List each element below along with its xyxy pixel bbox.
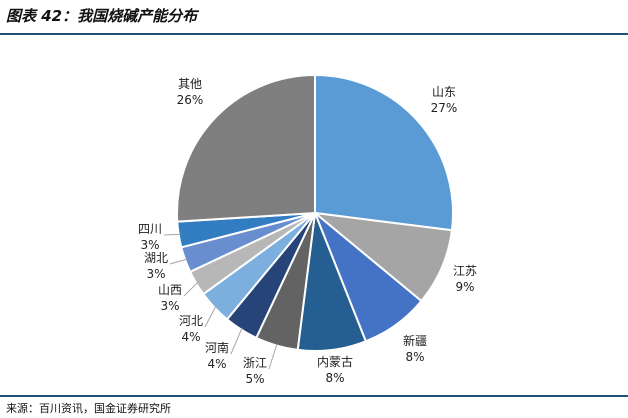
slice-label-category: 河南 [205, 340, 229, 355]
slice-label-category: 内蒙古 [317, 354, 353, 369]
pie-slices [175, 73, 454, 352]
slice-label-category: 湖北 [144, 250, 168, 265]
slice-label-category: 山西 [158, 283, 182, 297]
slice-label-category: 其他 [178, 77, 202, 91]
slice-label-value: 3% [140, 238, 159, 252]
slice-label-category: 江苏 [453, 264, 477, 278]
slice-label-value: 3% [160, 299, 179, 313]
leader-line-山西 [183, 281, 199, 297]
slice-label-value: 8% [405, 350, 424, 364]
figure-title: 图表 42：我国烧碱产能分布 [6, 7, 198, 25]
slice-label-value: 3% [146, 267, 165, 281]
pie-chart: 山东27%江苏9%新疆8%内蒙古8%浙江5%河南4%河北4%山西3%湖北3%四川… [138, 73, 477, 386]
slice-label-value: 4% [207, 357, 226, 371]
slice-label-category: 浙江 [243, 356, 267, 370]
slice-label-value: 4% [181, 330, 200, 344]
source-note: 来源：百川资讯，国金证券研究所 [6, 402, 171, 415]
footer-divider [0, 395, 628, 397]
pie-slice-山东 [314, 73, 454, 232]
slice-label-category: 四川 [138, 222, 162, 236]
slice-label-value: 9% [455, 280, 474, 294]
leader-line-浙江 [268, 343, 278, 370]
slice-label-value: 26% [177, 93, 204, 107]
slice-label-category: 山东 [432, 85, 456, 99]
leader-lines [163, 233, 278, 370]
slice-label-value: 8% [325, 371, 344, 385]
leader-line-河南 [230, 327, 243, 355]
slice-label-category: 新疆 [403, 333, 427, 348]
title-bar: 图表 42：我国烧碱产能分布 [0, 0, 628, 35]
leader-line-湖北 [169, 258, 188, 265]
pie-slice-其他 [175, 73, 316, 223]
leader-line-河北 [204, 305, 217, 328]
slice-label-value: 5% [245, 372, 264, 386]
slice-label-value: 27% [431, 101, 458, 115]
slice-labels: 山东27%江苏9%新疆8%内蒙古8%浙江5%河南4%河北4%山西3%湖北3%四川… [138, 77, 477, 386]
leader-line-四川 [163, 233, 181, 236]
slice-label-category: 河北 [179, 314, 203, 328]
